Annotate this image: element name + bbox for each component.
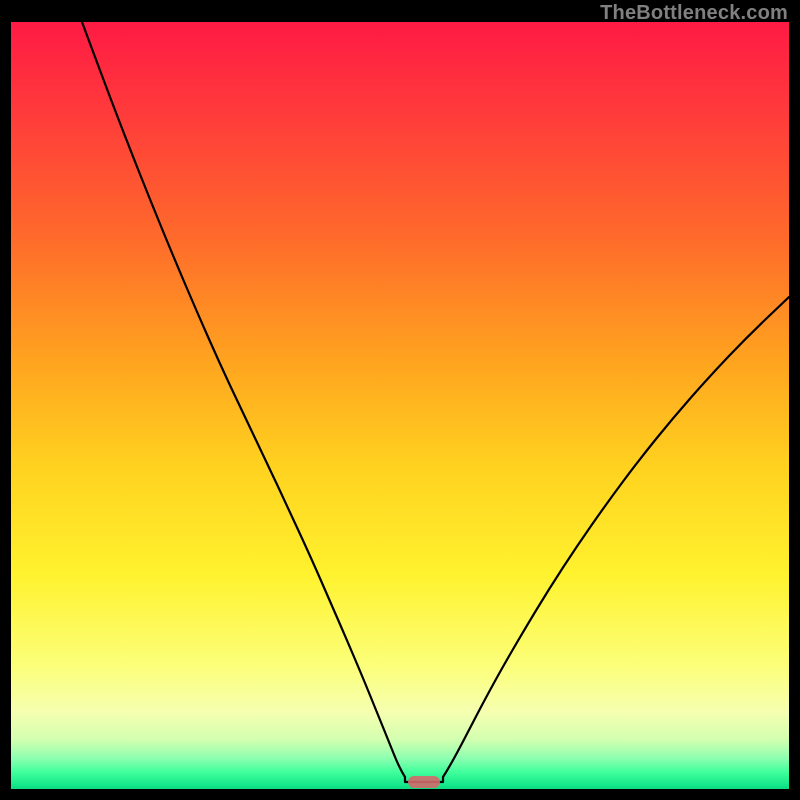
bottleneck-marker xyxy=(408,776,440,788)
watermark-label: TheBottleneck.com xyxy=(600,2,788,25)
bottleneck-curve xyxy=(11,22,789,789)
plot-area xyxy=(11,22,789,789)
chart-root: TheBottleneck.com xyxy=(0,0,800,800)
